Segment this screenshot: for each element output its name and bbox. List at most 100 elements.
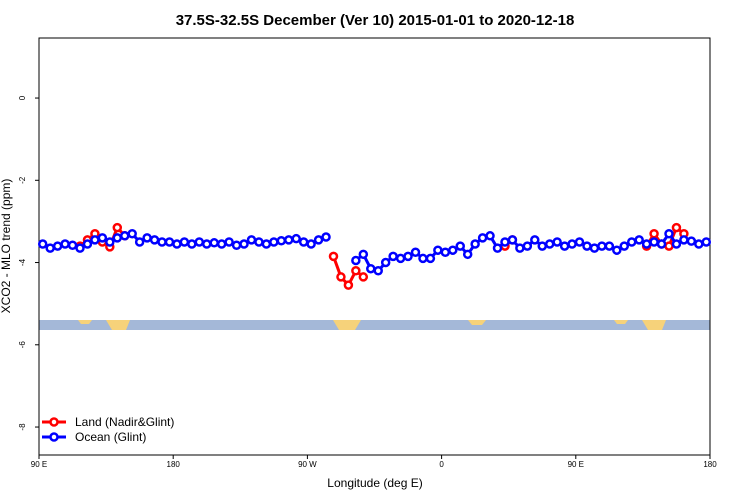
point [462, 249, 473, 260]
point [60, 239, 70, 249]
point [567, 239, 577, 249]
point [97, 233, 108, 243]
x-tick-label: 0 [439, 460, 444, 469]
point [224, 237, 234, 247]
point [164, 237, 175, 247]
y-tick-label: -4 [18, 258, 27, 266]
point [515, 243, 525, 253]
point [425, 253, 436, 264]
point [343, 280, 354, 290]
point [373, 266, 383, 276]
point [604, 241, 615, 251]
point [597, 241, 607, 251]
x-tick-label: 180 [167, 460, 181, 469]
point [589, 243, 600, 253]
point [172, 239, 182, 249]
point [656, 239, 667, 249]
point [351, 255, 361, 266]
point [634, 235, 644, 245]
legend-marker [49, 417, 59, 427]
point [649, 237, 659, 247]
point [358, 249, 369, 260]
point [455, 241, 465, 251]
x-tick-label: 180 [703, 460, 717, 469]
legend-label: Land (Nadir&Glint) [75, 415, 174, 429]
point [477, 233, 488, 243]
x-tick-label: 90 W [298, 460, 317, 469]
point [433, 245, 443, 255]
point [209, 238, 219, 248]
point [701, 237, 712, 247]
point [351, 266, 361, 276]
point [649, 229, 659, 239]
point [82, 239, 93, 249]
y-tick-label: -6 [18, 341, 27, 349]
point [112, 233, 123, 243]
point [664, 229, 674, 239]
point [530, 235, 540, 245]
point [492, 243, 503, 253]
point [261, 239, 272, 249]
point [694, 239, 704, 249]
point [149, 235, 160, 245]
point [254, 237, 264, 247]
point [194, 237, 205, 247]
point [52, 241, 63, 251]
point [75, 243, 85, 253]
point [574, 237, 585, 247]
point [537, 241, 547, 251]
x-tick-label: 90 E [568, 460, 584, 469]
series-line [79, 224, 685, 288]
legend-marker [49, 432, 59, 442]
point [284, 235, 294, 245]
point [507, 235, 518, 245]
point [671, 239, 682, 249]
point [306, 239, 316, 249]
point [105, 237, 115, 247]
point [336, 272, 346, 282]
point [90, 235, 100, 245]
y-axis-label: XCO2 - MLO trend (ppm) [0, 179, 13, 314]
legend-label: Ocean (Glint) [75, 430, 146, 444]
point [410, 247, 421, 258]
point [231, 240, 242, 251]
point [37, 239, 48, 249]
point [671, 222, 682, 233]
point [216, 239, 227, 249]
point [246, 235, 257, 245]
point [619, 241, 630, 251]
point [403, 251, 413, 262]
point [679, 235, 689, 245]
point [142, 233, 152, 243]
point [321, 232, 331, 242]
y-tick-label: 0 [18, 95, 27, 100]
point [179, 237, 190, 247]
point [664, 241, 674, 251]
point [582, 241, 592, 251]
point [626, 237, 637, 247]
point [641, 239, 652, 249]
point [485, 231, 495, 241]
y-tick-label: -2 [18, 176, 27, 184]
point [119, 231, 130, 241]
point [686, 236, 697, 246]
point [328, 251, 339, 262]
point [298, 237, 309, 247]
x-axis-label: Longitude (deg E) [327, 476, 422, 490]
point [45, 243, 55, 253]
point [276, 235, 287, 246]
point [187, 239, 197, 249]
chart-title: 37.5S-32.5S December (Ver 10) 2015-01-01… [176, 12, 575, 29]
point [522, 241, 533, 251]
point [500, 237, 510, 247]
point [67, 240, 78, 251]
point [612, 245, 622, 255]
point [358, 272, 369, 282]
point [291, 233, 301, 244]
point [418, 253, 428, 264]
map-strip [39, 320, 710, 330]
point [134, 237, 145, 247]
point [448, 245, 458, 255]
point [395, 253, 406, 264]
